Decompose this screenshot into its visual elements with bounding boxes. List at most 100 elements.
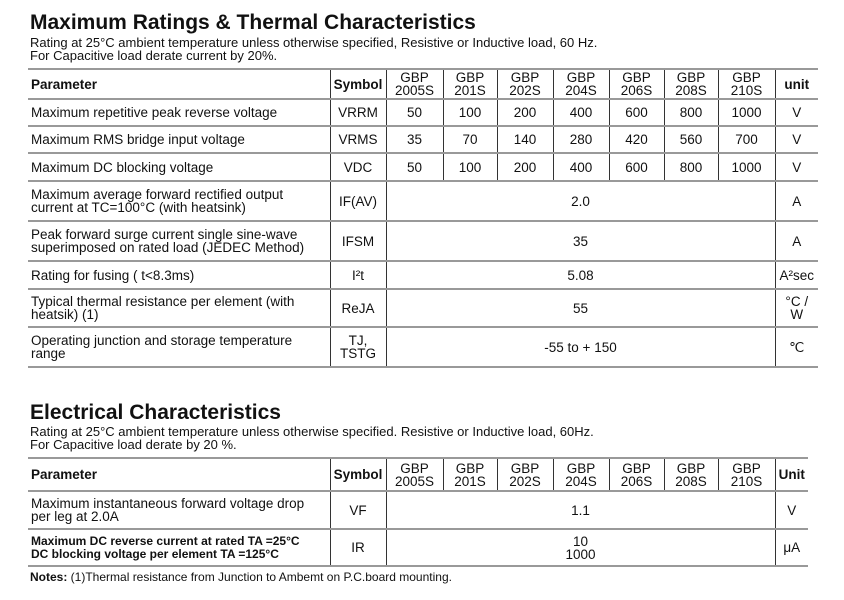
section-title: Maximum Ratings & Thermal Characteristic… <box>30 11 476 34</box>
table-cell: VRRM <box>329 98 386 126</box>
table-cell: μA <box>774 528 808 567</box>
table-row: Peak forward surge current single sine-w… <box>28 220 818 261</box>
table-cell: V <box>774 98 818 126</box>
table-cell: GBP 206S <box>608 68 664 99</box>
table-cell: 5.08 <box>385 260 775 289</box>
table-cell: 1000 <box>717 152 775 181</box>
table-cell: 560 <box>663 125 718 153</box>
table-cell: 100 <box>442 98 497 126</box>
table-cell: A²sec <box>774 260 818 289</box>
table-cell: Symbol <box>329 457 386 491</box>
table-cell: TJ, TSTG <box>329 326 386 368</box>
table-cell: 70 <box>442 125 497 153</box>
table-cell: 50 <box>385 98 443 126</box>
table-cell: IF(AV) <box>329 180 386 221</box>
table-cell: Maximum repetitive peak reverse voltage <box>28 98 330 126</box>
table-cell: 2.0 <box>385 180 775 221</box>
table-row: Maximum instantaneous forward voltage dr… <box>28 490 808 529</box>
table-cell: V <box>774 490 808 529</box>
table-cell: 800 <box>663 98 718 126</box>
subtitle: Rating at 25°C ambient temperature unles… <box>30 35 598 50</box>
table-cell: GBP 204S <box>552 68 609 99</box>
subtitle: Rating at 25°C ambient temperature unles… <box>30 424 594 439</box>
table-cell: GBP 210S <box>717 457 775 491</box>
table-row: Maximum repetitive peak reverse voltage V… <box>28 98 818 126</box>
table-row: Rating for fusing ( t<8.3ms) I²t 5.08 A²sec <box>28 260 818 289</box>
table-cell: Parameter <box>28 68 330 99</box>
table-cell: A <box>774 180 818 221</box>
table-cell: 100 <box>442 152 497 181</box>
table-cell: 10 1000 <box>385 528 775 567</box>
table-cell: GBP 202S <box>496 457 553 491</box>
header-row: Parameter Symbol GBP 2005S GBP 201S GBP 202S… <box>28 68 818 99</box>
table-row: Maximum DC reverse current at rated TA =… <box>28 528 808 567</box>
table-cell: 280 <box>552 125 609 153</box>
table-cell: 800 <box>663 152 718 181</box>
table-cell: VDC <box>329 152 386 181</box>
notes: Notes: (1)Thermal resistance from Juncti… <box>30 570 452 584</box>
table-cell: IFSM <box>329 220 386 261</box>
table-cell: Maximum instantaneous forward voltage dr… <box>28 490 330 529</box>
table-cell: Maximum RMS bridge input voltage <box>28 125 330 153</box>
subtitle: For Capacitive load derate by 20 %. <box>30 437 237 452</box>
table-cell: A <box>774 220 818 261</box>
table-cell: VF <box>329 490 386 529</box>
param-line: DC blocking voltage per element TA =125°… <box>31 546 279 561</box>
table-cell: Parameter <box>28 457 330 491</box>
table-cell: GBP 2005S <box>385 68 443 99</box>
table-cell: 700 <box>717 125 775 153</box>
ratings-table: Parameter Symbol GBP 2005S GBP 201S GBP 202S… <box>28 68 818 368</box>
table-cell: unit <box>774 68 818 99</box>
table-cell: ℃ <box>774 326 818 368</box>
table-cell: GBP 204S <box>552 457 609 491</box>
table-cell: 140 <box>496 125 553 153</box>
table-row: Maximum DC blocking voltage VDC 50 100 200 40… <box>28 152 818 181</box>
table-cell: GBP 201S <box>442 457 497 491</box>
table-cell: 420 <box>608 125 664 153</box>
table-cell: 400 <box>552 152 609 181</box>
table-cell: 1.1 <box>385 490 775 529</box>
table-cell: -55 to + 150 <box>385 326 775 368</box>
table-cell: GBP 208S <box>663 68 718 99</box>
table-cell: Peak forward surge current single sine-w… <box>28 220 330 261</box>
subtitle: For Capacitive load derate current by 20… <box>30 48 278 63</box>
table-cell: 600 <box>608 98 664 126</box>
header-row: Parameter Symbol GBP 2005S GBP 201S GBP 202S… <box>28 457 808 491</box>
table-cell: GBP 208S <box>663 457 718 491</box>
table-cell: 200 <box>496 152 553 181</box>
table-cell: Maximum DC reverse current at rated TA =… <box>28 528 330 567</box>
param-line: Maximum DC reverse current at rated TA =… <box>31 533 300 548</box>
table-cell: 35 <box>385 220 775 261</box>
table-cell: GBP 202S <box>496 68 553 99</box>
table-cell: Typical thermal resistance per element (… <box>28 288 330 327</box>
table-cell: 50 <box>385 152 443 181</box>
table-cell: 200 <box>496 98 553 126</box>
table-row: Maximum average forward rectified output… <box>28 180 818 221</box>
table-cell: ReJA <box>329 288 386 327</box>
table-cell: Operating junction and storage temperatu… <box>28 326 330 368</box>
table-cell: 55 <box>385 288 775 327</box>
section-title: Electrical Characteristics <box>30 401 281 424</box>
table-row: Typical thermal resistance per element (… <box>28 288 818 327</box>
table-cell: 600 <box>608 152 664 181</box>
notes-label: Notes: <box>30 570 68 584</box>
table-cell: IR <box>329 528 386 567</box>
electrical-table: Parameter Symbol GBP 2005S GBP 201S GBP 202S… <box>28 457 808 567</box>
value-line: 10 <box>572 533 589 549</box>
table-cell: V <box>774 125 818 153</box>
table-cell: V <box>774 152 818 181</box>
table-row: Operating junction and storage temperatu… <box>28 326 818 368</box>
table-cell: GBP 210S <box>717 68 775 99</box>
table-cell: VRMS <box>329 125 386 153</box>
table-row: Maximum RMS bridge input voltage VRMS 35 70… <box>28 125 818 153</box>
table-cell: Symbol <box>329 68 386 99</box>
table-cell: Maximum average forward rectified output… <box>28 180 330 221</box>
table-cell: Rating for fusing ( t<8.3ms) <box>28 260 330 289</box>
table-cell: °C / W <box>774 288 818 327</box>
table-cell: GBP 206S <box>608 457 664 491</box>
notes-text: (1)Thermal resistance from Junction to A… <box>67 570 452 584</box>
table-cell: 1000 <box>717 98 775 126</box>
table-cell: Unit <box>774 457 808 491</box>
table-cell: GBP 2005S <box>385 457 443 491</box>
table-cell: Maximum DC blocking voltage <box>28 152 330 181</box>
